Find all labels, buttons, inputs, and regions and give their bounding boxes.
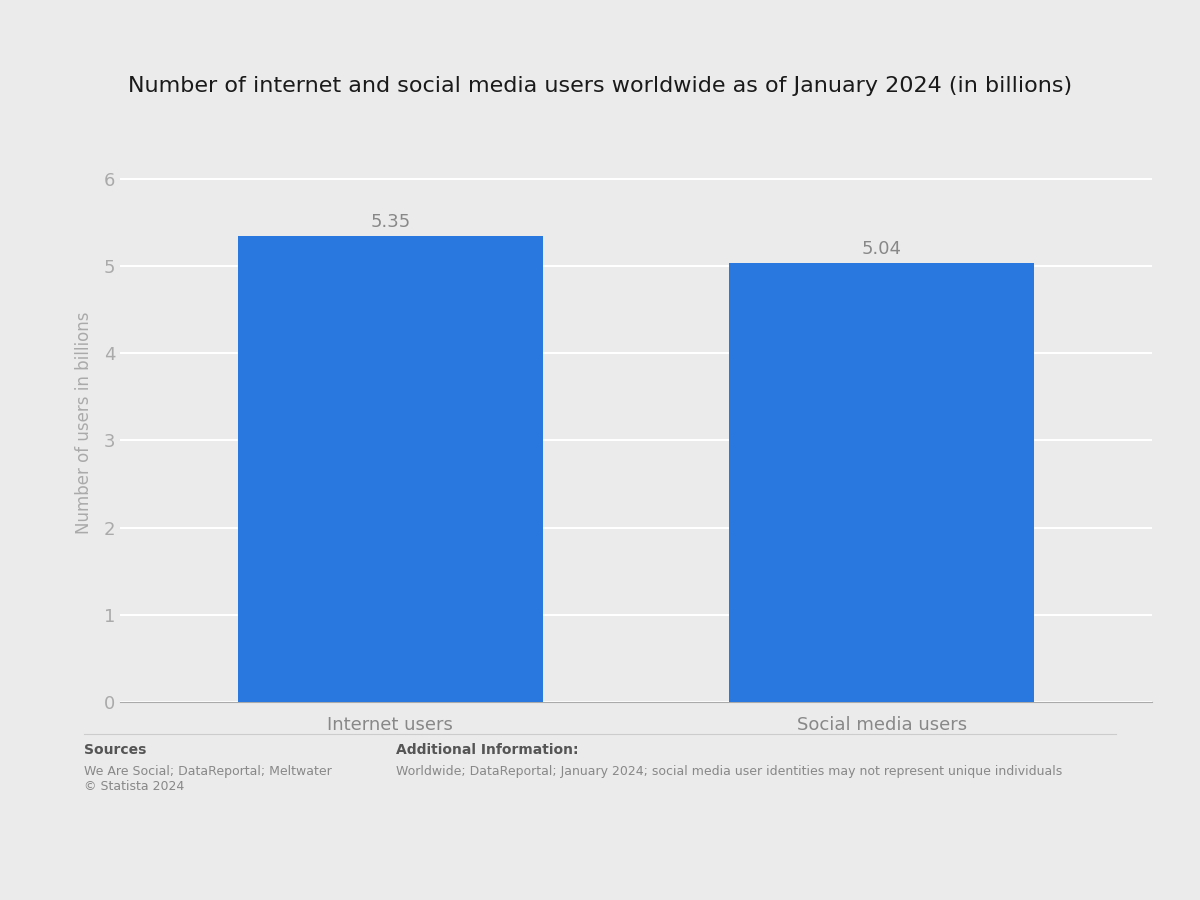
Text: Worldwide; DataReportal; January 2024; social media user identities may not repr: Worldwide; DataReportal; January 2024; s… [396, 765, 1062, 778]
Text: 5.35: 5.35 [370, 213, 410, 231]
Text: Sources: Sources [84, 742, 146, 757]
Text: Additional Information:: Additional Information: [396, 742, 578, 757]
Text: We Are Social; DataReportal; Meltwater
© Statista 2024: We Are Social; DataReportal; Meltwater ©… [84, 765, 331, 793]
Text: 5.04: 5.04 [862, 240, 901, 258]
Bar [730, 263, 1034, 702]
Bar [238, 236, 542, 702]
Text: Number of internet and social media users worldwide as of January 2024 (in billi: Number of internet and social media user… [128, 76, 1072, 96]
Y-axis label: Number of users in billions: Number of users in billions [74, 311, 92, 535]
